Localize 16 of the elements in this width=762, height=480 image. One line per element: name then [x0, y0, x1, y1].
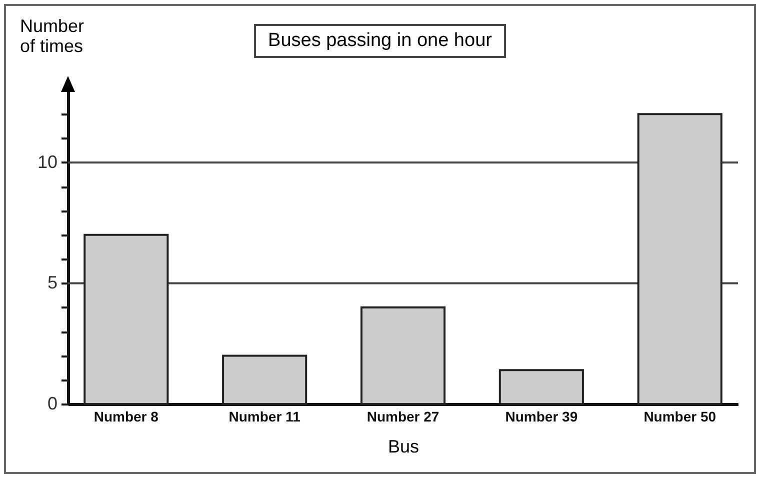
bar: [637, 113, 722, 405]
chart-title: Buses passing in one hour: [254, 24, 506, 58]
x-tick-label: Number 27: [366, 408, 440, 424]
bar: [360, 306, 446, 405]
y-tick-label: 10: [37, 152, 58, 172]
x-axis-title: Bus: [388, 436, 420, 456]
x-tick-label: Number 8: [94, 408, 159, 424]
x-tick-label: Number 39: [505, 408, 578, 424]
y-tick-label: 0: [47, 394, 58, 414]
x-tick-label: Number 50: [644, 408, 716, 424]
bar: [84, 234, 169, 405]
bar: [222, 354, 308, 405]
x-tick-label: Number 11: [228, 408, 301, 424]
bar: [498, 369, 584, 405]
y-axis-title: Number of times: [20, 16, 86, 56]
y-tick-label: 5: [47, 272, 58, 293]
